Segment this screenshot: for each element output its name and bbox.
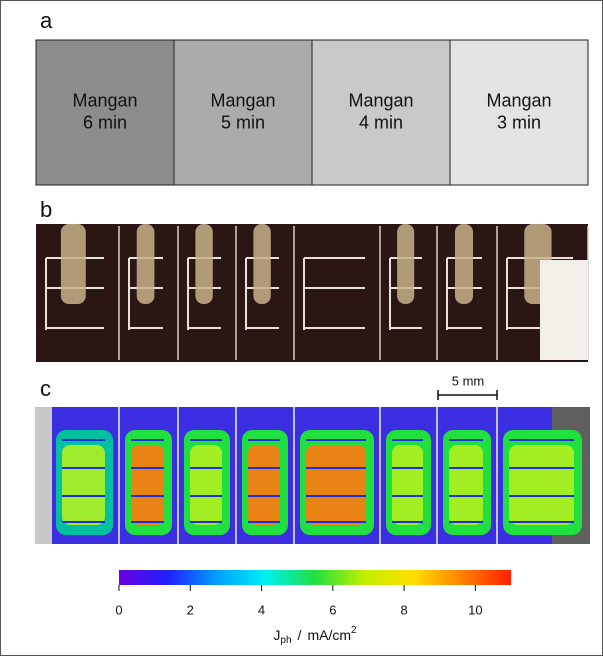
photo	[36, 224, 588, 362]
figure: a Mangan6 minMangan5 minMangan4 minManga…	[0, 0, 603, 656]
box-label: Mangan	[348, 90, 413, 110]
box-label: 3 min	[497, 112, 541, 132]
tick-label: 10	[468, 602, 482, 617]
panel-label: a	[40, 8, 53, 33]
panel-label: b	[40, 197, 52, 222]
box-label: Mangan	[210, 90, 275, 110]
tick-label: 2	[187, 602, 194, 617]
tick-label: 0	[115, 602, 122, 617]
box-label: 6 min	[83, 112, 127, 132]
tick-label: 4	[258, 602, 265, 617]
heatmap	[35, 407, 590, 544]
box-label: 4 min	[359, 112, 403, 132]
box-label: 5 min	[221, 112, 265, 132]
tick-label: 8	[400, 602, 407, 617]
panel-label: c	[40, 376, 51, 401]
scale-bar-label: 5 mm	[452, 373, 485, 388]
box-label: Mangan	[486, 90, 551, 110]
box-label: Mangan	[72, 90, 137, 110]
tick-label: 6	[329, 602, 336, 617]
colorbar	[119, 570, 511, 585]
